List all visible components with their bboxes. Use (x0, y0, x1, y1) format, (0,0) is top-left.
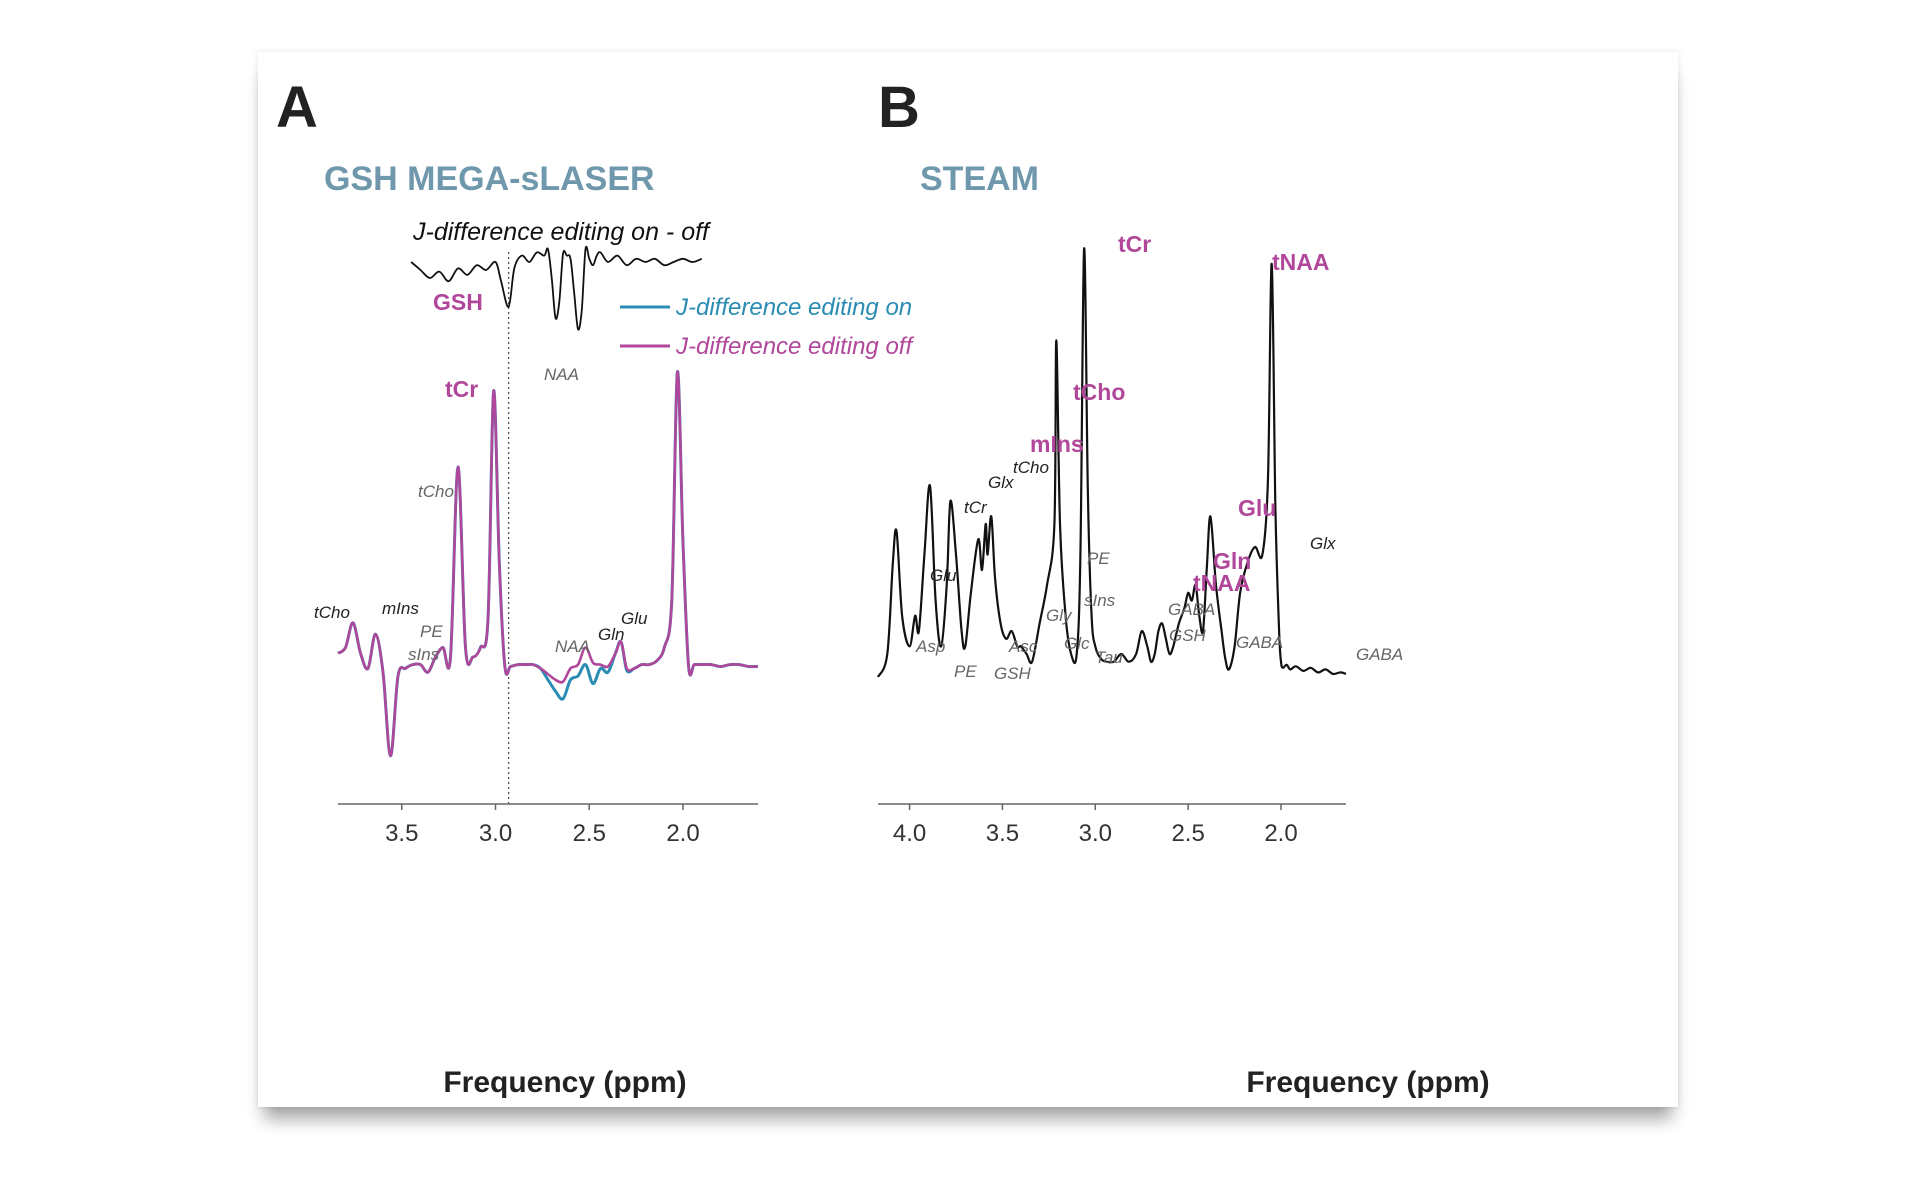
series-editing-on-line (337, 370, 759, 758)
legend: J-difference editing on J-difference edi… (620, 294, 914, 360)
legend-on-label: J-difference editing on (675, 294, 912, 321)
peak-label-minor-b: Glc (1064, 634, 1090, 653)
peak-label-minor-b: Glx (1310, 534, 1336, 553)
series-difference-line (410, 245, 703, 331)
peak-label-minor-a: Glu (621, 609, 648, 628)
x-ticks-b: 4.0 3.5 3.0 2.5 2.0 (893, 804, 1298, 847)
panel-a-title: GSH MEGA-sLASER (324, 160, 655, 198)
panel-b-chart: 4.0 3.5 3.0 2.5 2.0 tCrtNAAtChomInsGluGlntNA… (876, 231, 1490, 1099)
peak-label-minor-a: NAA (544, 365, 579, 384)
peak-label-major-b: tCho (1073, 379, 1125, 405)
difference-spectrum-title: J-difference editing on - off (412, 218, 712, 246)
peak-label-minor-a: PE (420, 622, 443, 641)
peak-label-minor-b: Glx (988, 473, 1014, 492)
peak-label-minor-a: tCho (418, 482, 454, 501)
peak-label-major-b: mIns (1030, 431, 1084, 457)
x-axis-title-a: Frequency (ppm) (443, 1066, 686, 1099)
peak-label-major-b: tNAA (1193, 570, 1251, 596)
peak-label-minor-a: NAA (555, 637, 590, 656)
peak-label-major-b: tCr (1118, 231, 1151, 257)
peak-label-minor-b: tCr (964, 498, 988, 517)
x-tick-label-a: 3.5 (385, 820, 418, 847)
series-editing-off-line (337, 370, 759, 758)
peak-label-minor-b: GABA (1356, 645, 1403, 664)
peak-label-minor-a: sIns (408, 645, 440, 664)
x-tick-label-b: 4.0 (893, 820, 926, 847)
peak-label-minor-b: GSH (994, 664, 1032, 683)
peak-label-minor-b: Asc (1008, 637, 1038, 656)
peak-label-minor-b: Glu (930, 566, 957, 585)
peak-label-minor-b: Asp (915, 637, 945, 656)
panel-a-letter: A (276, 75, 318, 140)
x-tick-label-b: 2.0 (1264, 820, 1297, 847)
x-tick-label-b: 2.5 (1171, 820, 1204, 847)
x-axis-title-b: Frequency (ppm) (1246, 1066, 1489, 1099)
peak-label-minor-a: Gln (598, 625, 624, 644)
peak-label-minor-b: GABA (1168, 600, 1215, 619)
peak-label-minor-a: mIns (382, 599, 419, 618)
legend-off-label: J-difference editing off (675, 333, 914, 360)
peak-label-minor-b: PE (954, 662, 977, 681)
peak-label-minor-b: sIns (1084, 591, 1116, 610)
panel-b-title: STEAM (920, 160, 1039, 198)
peak-label-major-a: GSH (433, 289, 483, 315)
peak-label-major-b: Gln (1213, 548, 1251, 574)
peak-label-major-a: tCr (445, 376, 478, 402)
x-tick-label-a: 2.0 (666, 820, 699, 847)
peak-label-minor-b: GSH (1169, 626, 1207, 645)
peak-label-minor-b: GABA (1236, 633, 1283, 652)
peak-label-minor-b: Tau (1095, 648, 1123, 667)
x-tick-label-a: 2.5 (573, 820, 606, 847)
x-tick-label-b: 3.5 (986, 820, 1019, 847)
peak-label-minor-b: tCho (1013, 458, 1049, 477)
peak-label-major-b: tNAA (1272, 249, 1330, 275)
peak-label-minor-b: PE (1087, 549, 1110, 568)
x-tick-label-b: 3.0 (1079, 820, 1112, 847)
peak-label-minor-a: tCho (314, 603, 350, 622)
panel-b-letter: B (878, 75, 920, 140)
peak-labels-b: tCrtNAAtChomInsGluGlntNAAtChoGlxtCrGluAs… (915, 231, 1403, 683)
series-steam-line (876, 247, 1347, 678)
figure-canvas: A B GSH MEGA-sLASER STEAM J-difference e… (276, 75, 1490, 1099)
peak-label-major-b: Glu (1238, 495, 1276, 521)
peak-label-minor-b: Gly (1046, 606, 1073, 625)
figure-card: A B GSH MEGA-sLASER STEAM J-difference e… (258, 52, 1678, 1107)
x-ticks-a: 3.5 3.0 2.5 2.0 (385, 804, 700, 847)
x-tick-label-a: 3.0 (479, 820, 512, 847)
